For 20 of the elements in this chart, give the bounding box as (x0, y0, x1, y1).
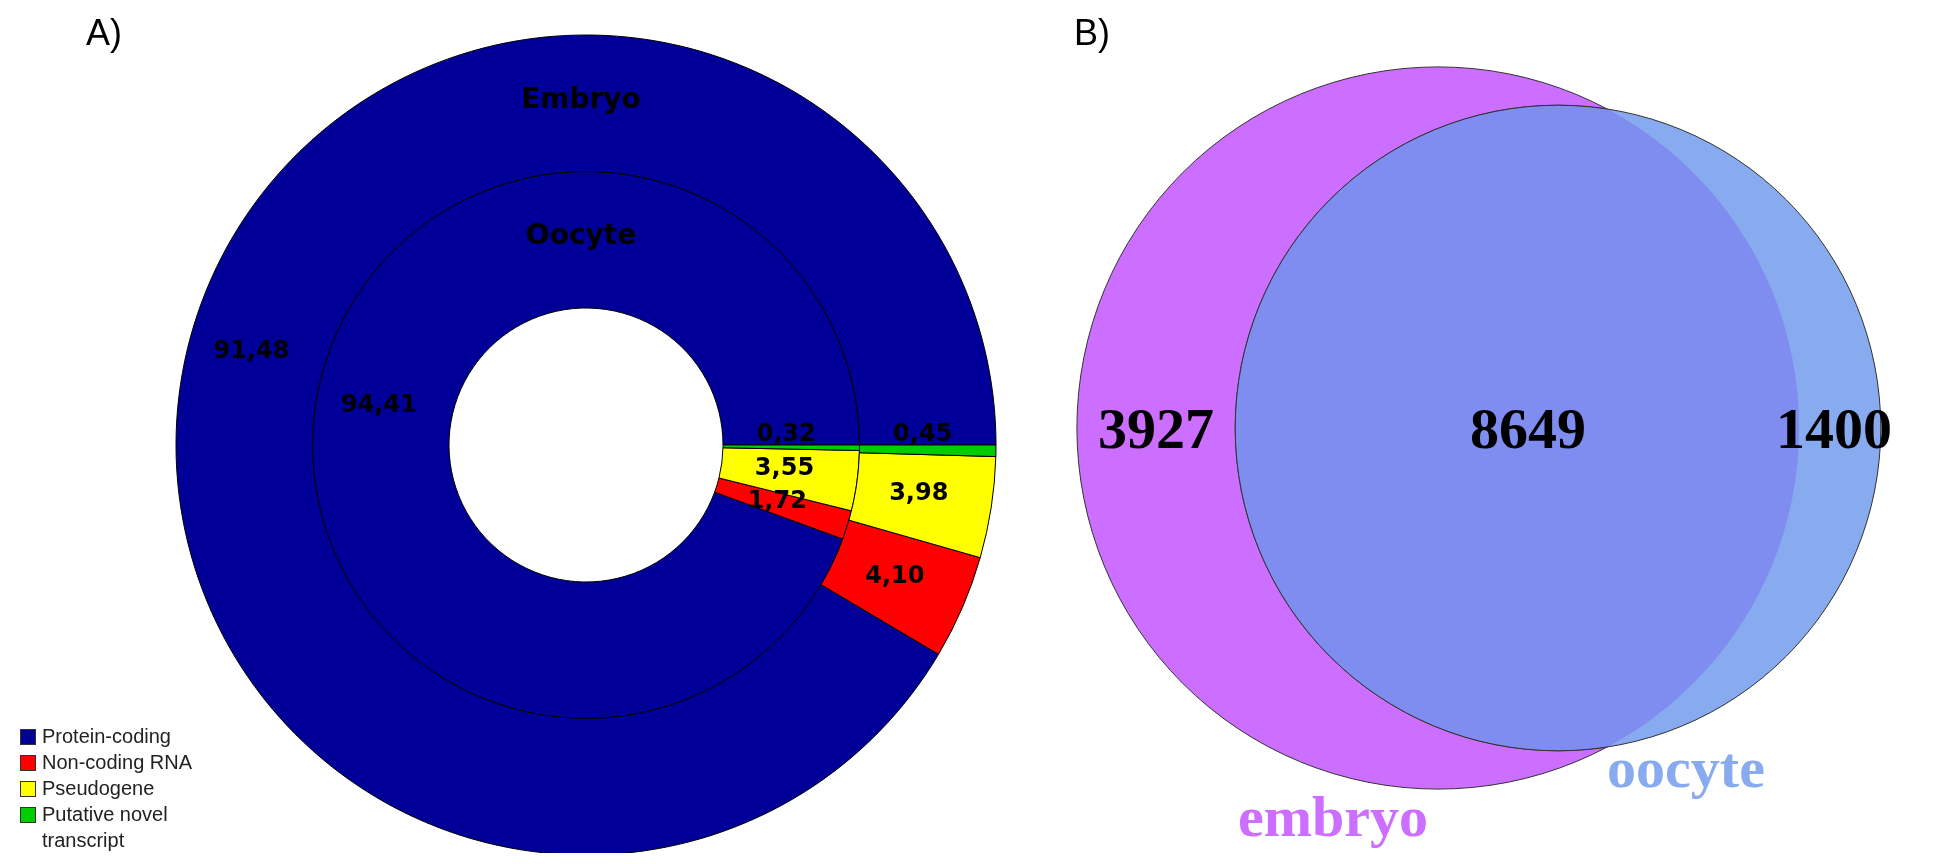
slice-label: Embryo (521, 81, 641, 115)
legend-label: Putative novel transcript (42, 802, 169, 853)
text: B) (1074, 12, 1110, 54)
data-label: 3927 (1098, 395, 1215, 461)
data-label: 0,32 (756, 418, 816, 447)
data-label: 4,10 (865, 561, 925, 590)
data-label: 0,45 (893, 419, 953, 448)
category-label: oocyte (1607, 735, 1765, 800)
legend-label: Pseudogene (42, 776, 155, 801)
category-label: embryo (1237, 784, 1429, 849)
data-label: 91,48 (213, 335, 290, 364)
data-label: 3,98 (889, 478, 949, 507)
data-label: 1,72 (747, 486, 807, 515)
slice-label: Oocyte (525, 218, 637, 252)
data-label: 8649 (1470, 395, 1586, 461)
chart-title: A) (86, 12, 122, 54)
legend-label: Non-coding RNA (42, 750, 193, 775)
data-label: 3,55 (754, 452, 815, 481)
legend-label: Protein-coding (42, 724, 171, 749)
data-label: 94,41 (340, 390, 417, 419)
